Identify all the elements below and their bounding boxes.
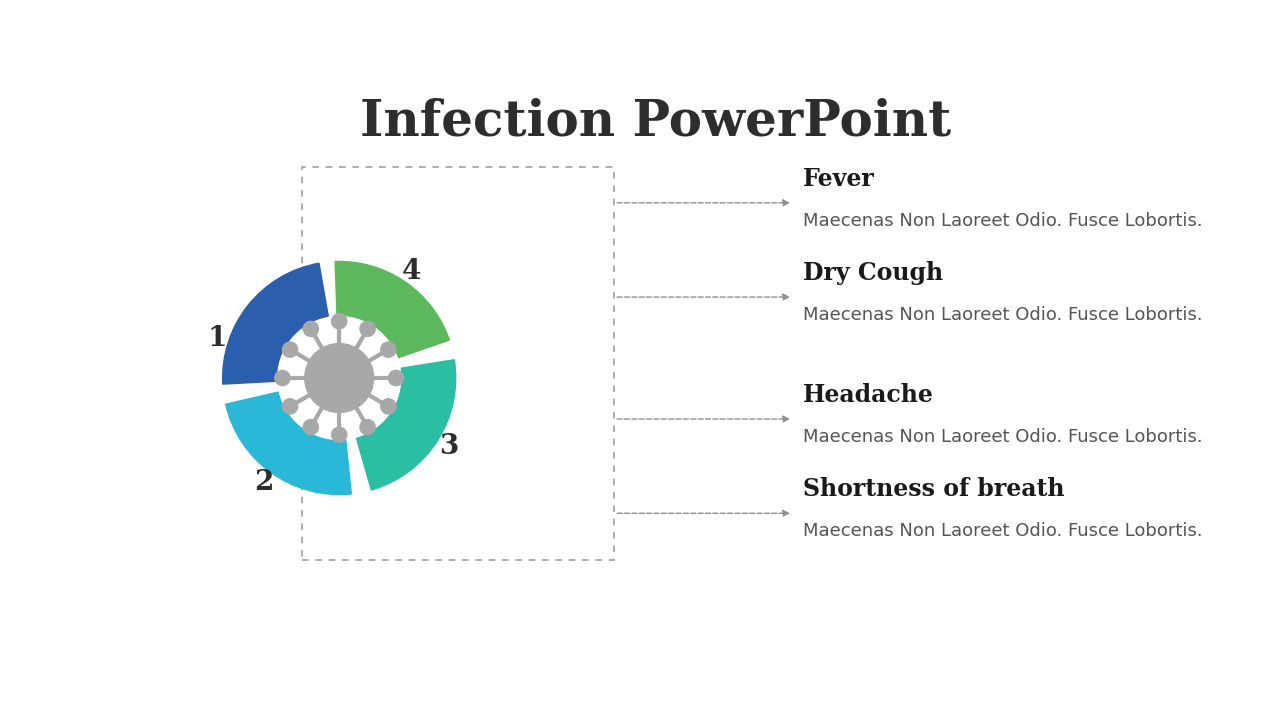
Text: Fever: Fever <box>803 166 874 191</box>
Text: 2: 2 <box>253 469 273 495</box>
Text: Infection PowerPoint: Infection PowerPoint <box>361 98 951 147</box>
Circle shape <box>305 343 374 413</box>
Circle shape <box>360 321 375 336</box>
Circle shape <box>275 370 291 386</box>
Text: 4: 4 <box>402 258 421 285</box>
Text: 3: 3 <box>439 433 458 459</box>
Circle shape <box>332 427 347 442</box>
Circle shape <box>283 342 298 357</box>
Circle shape <box>390 372 402 384</box>
Circle shape <box>362 421 374 433</box>
Text: Headache: Headache <box>803 383 933 407</box>
Circle shape <box>303 420 319 435</box>
Text: Dry Cough: Dry Cough <box>803 261 943 285</box>
Wedge shape <box>225 392 352 495</box>
Circle shape <box>380 342 396 357</box>
Text: Maecenas Non Laoreet Odio. Fusce Lobortis.: Maecenas Non Laoreet Odio. Fusce Loborti… <box>803 522 1202 540</box>
Circle shape <box>360 420 375 435</box>
Wedge shape <box>335 261 449 358</box>
Text: Maecenas Non Laoreet Odio. Fusce Lobortis.: Maecenas Non Laoreet Odio. Fusce Loborti… <box>803 306 1202 324</box>
Circle shape <box>283 399 298 414</box>
Circle shape <box>279 318 401 438</box>
Text: Maecenas Non Laoreet Odio. Fusce Lobortis.: Maecenas Non Laoreet Odio. Fusce Loborti… <box>803 212 1202 230</box>
Circle shape <box>303 321 319 336</box>
Circle shape <box>380 399 396 414</box>
Circle shape <box>305 421 316 433</box>
Circle shape <box>305 323 316 335</box>
Wedge shape <box>357 360 456 490</box>
Circle shape <box>388 370 403 386</box>
Text: 1: 1 <box>207 325 227 352</box>
Circle shape <box>362 323 374 335</box>
Bar <box>302 167 614 560</box>
Circle shape <box>276 372 288 384</box>
Wedge shape <box>223 264 328 384</box>
Text: Shortness of breath: Shortness of breath <box>803 477 1064 501</box>
Circle shape <box>332 314 347 329</box>
Text: Maecenas Non Laoreet Odio. Fusce Lobortis.: Maecenas Non Laoreet Odio. Fusce Loborti… <box>803 428 1202 446</box>
